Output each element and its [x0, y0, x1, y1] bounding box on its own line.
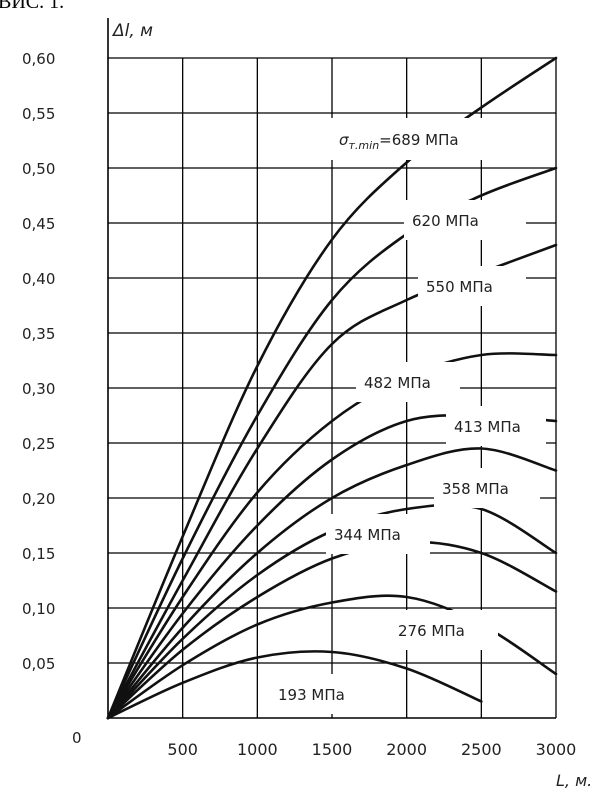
series-line — [106, 447, 558, 720]
y-tick-label: 0,40 — [22, 270, 55, 288]
series-label-box — [446, 406, 546, 446]
y-tick-labels: 0,05 0,10 0,15 0,20 0,25 0,30 0,35 0,40 0,45 0,50… — [12, 34, 106, 687]
y-tick-label-box — [12, 199, 106, 247]
y-tick-label: 0,25 — [22, 435, 55, 453]
y-tick-label-box — [12, 364, 106, 412]
series-label-box — [270, 674, 374, 714]
series-label-box — [434, 468, 540, 508]
series-label-box — [418, 266, 526, 306]
series-label-box — [390, 610, 498, 650]
y-tick-label: 0,55 — [22, 105, 55, 123]
x-tick-labels: 500 1000 1500 2000 2500 3000 — [108, 722, 576, 770]
y-tick-label-box — [12, 254, 106, 302]
y-tick-label: 0,30 — [22, 380, 55, 398]
origin-label: 0 — [72, 729, 82, 747]
series-label: σт.min=689 МПа — [339, 131, 459, 152]
y-tick-label-box — [12, 419, 106, 467]
x-tick-label: 1500 — [312, 740, 353, 759]
series-label-box — [326, 514, 430, 554]
series-label: 193 МПа — [278, 686, 345, 704]
series-label: 344 МПа — [334, 526, 401, 544]
x-axis-label: L, м. — [556, 771, 592, 790]
series-label: 620 МПа — [412, 212, 479, 230]
x-tick-label: 500 — [167, 740, 198, 759]
x-tick-label: 1000 — [237, 740, 278, 759]
series-lines — [106, 56, 558, 720]
series-label: 482 МПа — [364, 374, 431, 392]
y-tick-label-box — [12, 144, 106, 192]
series-label: 276 МПа — [398, 622, 465, 640]
series-line — [106, 540, 558, 720]
series-label-box — [356, 362, 460, 402]
y-tick-label-box — [12, 89, 106, 137]
y-tick-label-box — [12, 584, 106, 632]
y-tick-label-box — [12, 529, 106, 577]
x-tick-label-box — [108, 722, 568, 770]
x-tick-label: 2500 — [461, 740, 502, 759]
y-tick-label-box — [12, 639, 106, 687]
series-label: 413 МПа — [454, 418, 521, 436]
x-tick-label: 3000 — [536, 740, 577, 759]
y-tick-label: 0,05 — [22, 655, 55, 673]
y-tick-label-box — [12, 309, 106, 357]
x-tick-label: 2000 — [386, 740, 427, 759]
y-tick-label: 0,20 — [22, 490, 55, 508]
series-line — [106, 650, 483, 720]
series-labels: σт.min=689 МПа 620 МПа 550 МПа 482 МПа 413 М… — [270, 118, 551, 714]
series-label: 358 МПа — [442, 480, 509, 498]
caption-fragment: ВИС. 1. — [0, 0, 64, 13]
series-label-box — [331, 118, 551, 160]
y-tick-label-box — [12, 474, 106, 522]
y-tick-label: 0,50 — [22, 160, 55, 178]
y-tick-label: 0,15 — [22, 545, 55, 563]
y-tick-label: 0,35 — [22, 325, 55, 343]
y-tick-label: 0,60 — [22, 50, 55, 68]
series-line — [106, 56, 558, 720]
series-line — [106, 352, 558, 720]
y-tick-label-box — [12, 34, 106, 82]
y-axis-label: Δl, м — [111, 21, 153, 41]
y-tick-label: 0,10 — [22, 600, 55, 618]
series-label: 550 МПа — [426, 278, 493, 296]
y-tick-label: 0,45 — [22, 215, 55, 233]
series-label-box — [404, 200, 526, 240]
